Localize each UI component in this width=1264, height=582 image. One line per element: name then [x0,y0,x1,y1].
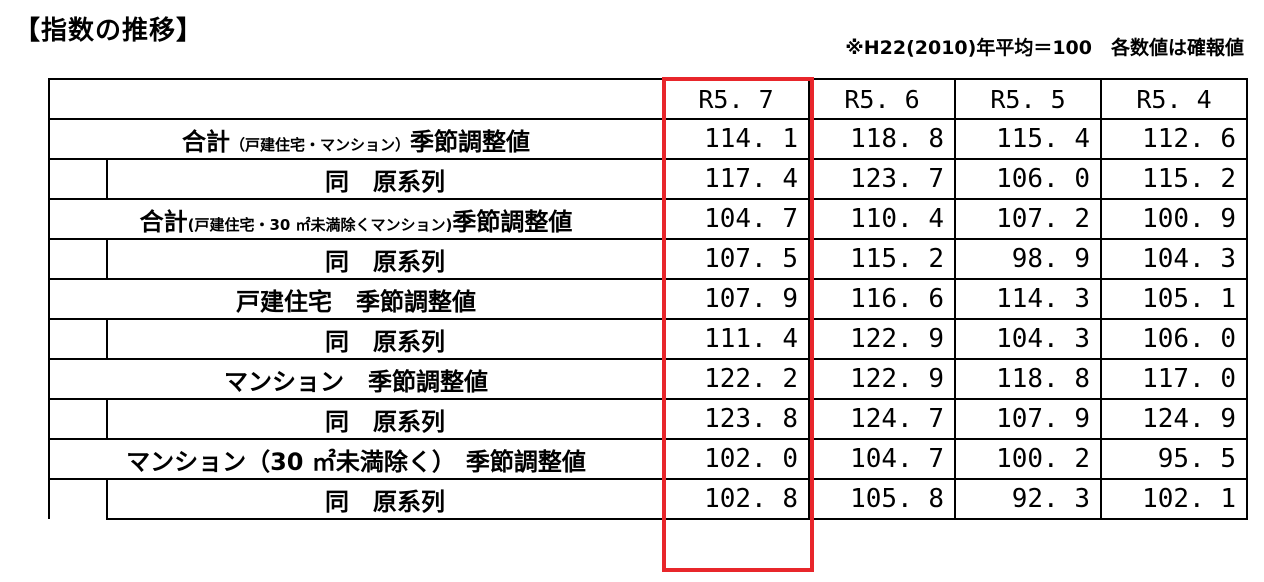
row-label: 合計(戸建住宅・30 ㎡未満除くマンション)季節調整値 [48,198,664,240]
table-cell: 107. 9 [954,398,1102,440]
base-note: ※H22(2010)年平均＝100 各数値は確報値 [845,37,1244,59]
table-row: 戸建住宅 季節調整値 107. 9 116. 6 114. 3 105. 1 [48,278,1248,320]
table-cell: 104. 7 [662,198,810,240]
table-cell: 122. 9 [808,358,956,400]
table-row: 合計(戸建住宅・30 ㎡未満除くマンション)季節調整値 104. 7 110. … [48,198,1248,240]
table-cell: 106. 0 [1100,318,1248,360]
table-cell: 110. 4 [808,198,956,240]
row-label-tail: 季節調整値 [356,287,476,316]
table-cell: 105. 8 [808,478,956,520]
column-header: R5. 4 [1100,78,1248,120]
row-label-main: 合計 [181,127,230,156]
indent-spacer [48,239,108,279]
header-row: R5. 7 R5. 6 R5. 5 R5. 4 [48,78,1248,120]
table-cell: 115. 2 [1100,158,1248,200]
table-cell: 117. 4 [662,158,810,200]
table-cell: 107. 9 [662,278,810,320]
table-cell: 115. 4 [954,118,1102,160]
table-row: 同 原系列 117. 4 123. 7 106. 0 115. 2 [48,158,1248,200]
row-label: 戸建住宅 季節調整値 [48,278,664,320]
row-label: 同 原系列 [106,478,664,520]
row-label: 同 原系列 [106,318,664,360]
row-label-tail: 季節調整値 [452,207,573,236]
row-label-tail: 季節調整値 [410,127,530,156]
column-header: R5. 7 [662,78,810,120]
table-cell: 107. 2 [954,198,1102,240]
table-row: 合計（戸建住宅・マンション）季節調整値 114. 1 118. 8 115. 4… [48,118,1248,160]
table-cell: 95. 5 [1100,438,1248,480]
table-cell: 112. 6 [1100,118,1248,160]
table-cell: 104. 3 [954,318,1102,360]
table-cell: 105. 1 [1100,278,1248,320]
table-cell: 124. 9 [1100,398,1248,440]
table-cell: 102. 8 [662,478,810,520]
table-cell: 114. 1 [662,118,810,160]
indent-spacer [48,399,108,439]
indent-spacer [48,319,108,359]
table-cell: 114. 3 [954,278,1102,320]
table-cell: 122. 2 [662,358,810,400]
table-cell: 100. 9 [1100,198,1248,240]
indent-spacer [48,479,108,519]
row-label: 同 原系列 [106,158,664,200]
table-cell: 100. 2 [954,438,1102,480]
table-cell: 123. 7 [808,158,956,200]
indent-spacer [48,159,108,199]
table-row: 同 原系列 111. 4 122. 9 104. 3 106. 0 [48,318,1248,360]
row-label-sub: (戸建住宅・30 ㎡未満除くマンション) [187,215,453,234]
table-cell: 117. 0 [1100,358,1248,400]
row-label: マンション 季節調整値 [48,358,664,400]
table-cell: 92. 3 [954,478,1102,520]
table-cell: 102. 0 [662,438,810,480]
row-label: 同 原系列 [106,398,664,440]
row-label-tail: 季節調整値 [465,447,586,476]
row-label-main: 戸建住宅 [236,287,332,316]
table-cell: 116. 6 [808,278,956,320]
column-header: R5. 6 [808,78,956,120]
table-cell: 98. 9 [954,238,1102,280]
index-table: R5. 7 R5. 6 R5. 5 R5. 4 合計（戸建住宅・マンション）季節… [48,78,1248,520]
table-cell: 104. 3 [1100,238,1248,280]
table-cell: 123. 8 [662,398,810,440]
table-cell: 118. 8 [808,118,956,160]
table-cell: 124. 7 [808,398,956,440]
row-label-main: マンション（30 ㎡未満除く） [126,447,456,476]
row-label: 合計（戸建住宅・マンション）季節調整値 [48,118,664,160]
table-row: 同 原系列 102. 8 105. 8 92. 3 102. 1 [48,478,1248,520]
table-cell: 104. 7 [808,438,956,480]
table-cell: 102. 1 [1100,478,1248,520]
table-cell: 115. 2 [808,238,956,280]
header-corner [48,78,664,120]
row-label-tail: 季節調整値 [368,367,488,396]
table-cell: 118. 8 [954,358,1102,400]
table-cell: 111. 4 [662,318,810,360]
row-label-sub: （戸建住宅・マンション） [229,135,410,154]
page-title: 【指数の推移】 [14,16,204,46]
row-label-main: 合計 [139,207,188,236]
table-row: 同 原系列 123. 8 124. 7 107. 9 124. 9 [48,398,1248,440]
row-label: 同 原系列 [106,238,664,280]
table-cell: 106. 0 [954,158,1102,200]
table-row: マンション（30 ㎡未満除く） 季節調整値 102. 0 104. 7 100. … [48,438,1248,480]
table-cell: 122. 9 [808,318,956,360]
table-row: マンション 季節調整値 122. 2 122. 9 118. 8 117. 0 [48,358,1248,400]
row-label-main: マンション [224,367,344,396]
column-header: R5. 5 [954,78,1102,120]
table-row: 同 原系列 107. 5 115. 2 98. 9 104. 3 [48,238,1248,280]
row-label: マンション（30 ㎡未満除く） 季節調整値 [48,438,664,480]
table-cell: 107. 5 [662,238,810,280]
